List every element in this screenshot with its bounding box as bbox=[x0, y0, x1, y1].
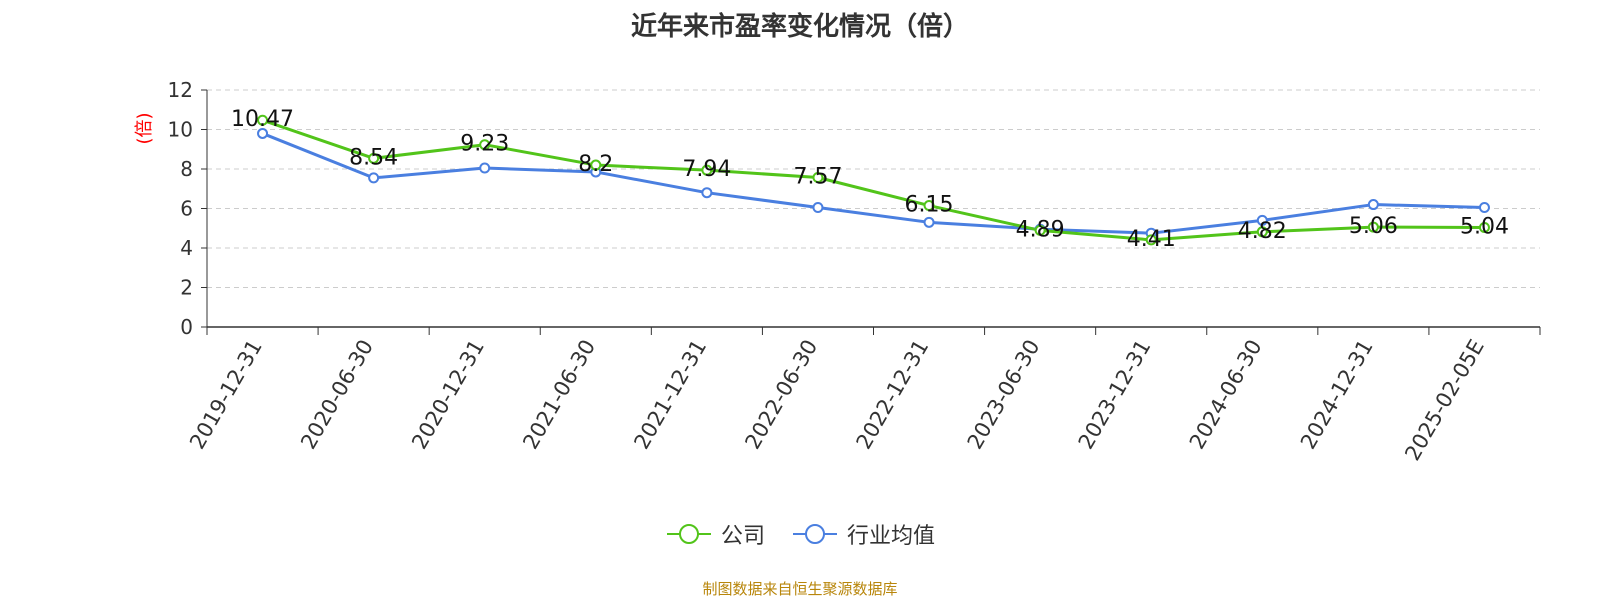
data-point-industry bbox=[1256, 214, 1268, 226]
data-label: 10.47 bbox=[231, 107, 294, 132]
data-label: 6.15 bbox=[905, 193, 954, 218]
y-tick-label: 4 bbox=[180, 236, 193, 260]
data-point-company bbox=[1145, 234, 1157, 246]
data-point-company bbox=[590, 159, 602, 171]
data-point-industry bbox=[701, 187, 713, 199]
legend-label-company: 公司 bbox=[720, 524, 765, 549]
data-label: 4.41 bbox=[1127, 227, 1176, 252]
data-label: 8.2 bbox=[578, 152, 613, 177]
y-tick-label: 0 bbox=[180, 315, 193, 339]
y-tick-label: 12 bbox=[168, 78, 193, 102]
data-point-company bbox=[257, 114, 269, 126]
x-tick-label: 2019-12-31 bbox=[185, 336, 267, 454]
chart-title: 近年来市盈率变化情况（倍） bbox=[630, 12, 969, 42]
x-tick-label: 2024-06-30 bbox=[1185, 336, 1267, 454]
data-label: 4.89 bbox=[1016, 217, 1065, 242]
data-point-company bbox=[1478, 221, 1490, 233]
legend-industry-marker-icon bbox=[793, 524, 837, 544]
y-tick-label: 10 bbox=[168, 118, 193, 142]
data-point-industry bbox=[1478, 202, 1490, 214]
line-chart: 0 2 4 6 8 10 12 (倍) 2019-12-31 2020-06-30 2020-12-… bbox=[134, 78, 1541, 465]
x-tick-label: 2021-12-31 bbox=[629, 336, 711, 454]
x-tick-label: 2022-06-30 bbox=[740, 336, 822, 454]
data-label: 5.04 bbox=[1460, 214, 1509, 239]
x-tick-label: 2025-02-05E bbox=[1400, 336, 1488, 465]
data-label: 9.23 bbox=[460, 132, 509, 157]
data-point-company bbox=[701, 164, 713, 176]
data-point-industry bbox=[479, 162, 491, 174]
data-point-company bbox=[368, 152, 380, 164]
y-axis-label: (倍) bbox=[134, 112, 155, 144]
data-point-company bbox=[812, 171, 824, 183]
legend: 公司 行业均值 bbox=[0, 518, 1600, 550]
data-point-industry bbox=[923, 216, 935, 228]
data-label: 4.82 bbox=[1238, 219, 1287, 244]
series-line-industry bbox=[261, 132, 1485, 235]
y-tick-label: 2 bbox=[180, 276, 193, 300]
x-tick-label: 2023-12-31 bbox=[1074, 336, 1156, 454]
data-point-company bbox=[1034, 224, 1046, 236]
data-point-industry bbox=[368, 172, 380, 184]
source-note: 制图数据来自恒生聚源数据库 bbox=[702, 580, 898, 598]
series-line-company bbox=[262, 118, 1485, 242]
data-point-company bbox=[479, 139, 491, 151]
x-tick-label: 2021-06-30 bbox=[518, 336, 600, 454]
data-point-company bbox=[1367, 221, 1379, 233]
x-tick-label: 2022-12-31 bbox=[852, 336, 934, 454]
x-tick-label: 2020-12-31 bbox=[407, 336, 489, 454]
x-tick-label: 2024-12-31 bbox=[1296, 336, 1378, 454]
data-point-company bbox=[923, 200, 935, 212]
data-point-industry bbox=[1367, 199, 1379, 211]
data-label: 7.94 bbox=[682, 157, 731, 182]
data-label: 8.54 bbox=[349, 145, 398, 170]
legend-label-industry: 行业均值 bbox=[847, 524, 936, 549]
data-label: 7.57 bbox=[793, 164, 842, 189]
data-point-industry bbox=[257, 127, 269, 139]
x-tick-label: 2020-06-30 bbox=[296, 336, 378, 454]
legend-item-company[interactable]: 公司 bbox=[665, 518, 765, 550]
data-label: 5.06 bbox=[1349, 214, 1398, 239]
legend-item-industry[interactable]: 行业均值 bbox=[791, 518, 935, 550]
x-tick-label: 2023-06-30 bbox=[963, 336, 1045, 454]
legend-company-marker-icon bbox=[666, 524, 711, 544]
data-point-company bbox=[1256, 226, 1268, 238]
y-tick-label: 8 bbox=[180, 157, 193, 181]
data-point-industry bbox=[812, 202, 824, 214]
y-tick-label: 6 bbox=[180, 197, 193, 221]
